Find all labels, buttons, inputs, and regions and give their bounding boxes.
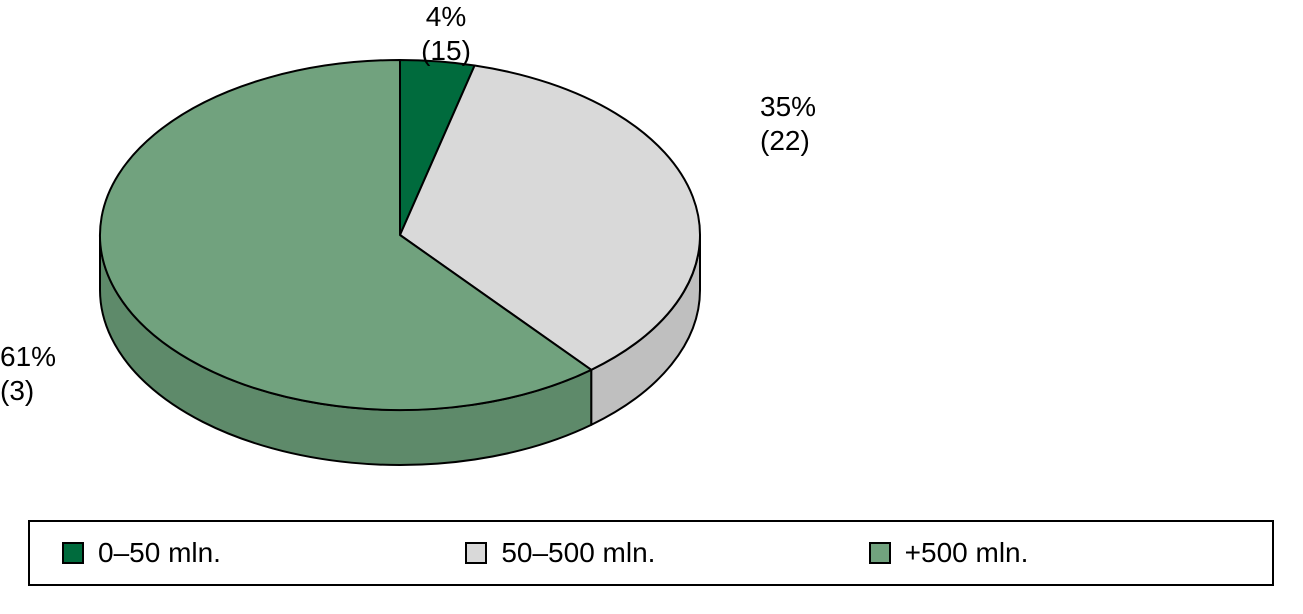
legend-entry-500plus: +500 mln. (869, 522, 1272, 584)
legend-label-500plus: +500 mln. (905, 537, 1029, 569)
legend-swatch-500plus (869, 542, 891, 564)
pie-chart: 4% (15) 35% (22) 61% (3) (0, 0, 1303, 500)
chart-container: 4% (15) 35% (22) 61% (3) 0–50 mln. 50–50… (0, 0, 1303, 614)
pie-svg (0, 0, 1303, 500)
data-label-50-500: 35% (22) (760, 90, 816, 157)
label-count: (3) (0, 374, 56, 408)
legend: 0–50 mln. 50–500 mln. +500 mln. (28, 520, 1274, 586)
legend-swatch-50-500 (465, 542, 487, 564)
data-label-0-50: 4% (15) (386, 0, 506, 67)
data-label-500plus: 61% (3) (0, 340, 56, 407)
label-count: (22) (760, 124, 816, 158)
label-percent: 4% (386, 0, 506, 34)
legend-entry-0-50: 0–50 mln. (30, 522, 465, 584)
legend-label-50-500: 50–500 mln. (501, 537, 655, 569)
legend-swatch-0-50 (62, 542, 84, 564)
label-count: (15) (386, 34, 506, 68)
legend-entry-50-500: 50–500 mln. (465, 522, 868, 584)
label-percent: 61% (0, 340, 56, 374)
legend-label-0-50: 0–50 mln. (98, 537, 221, 569)
label-percent: 35% (760, 90, 816, 124)
